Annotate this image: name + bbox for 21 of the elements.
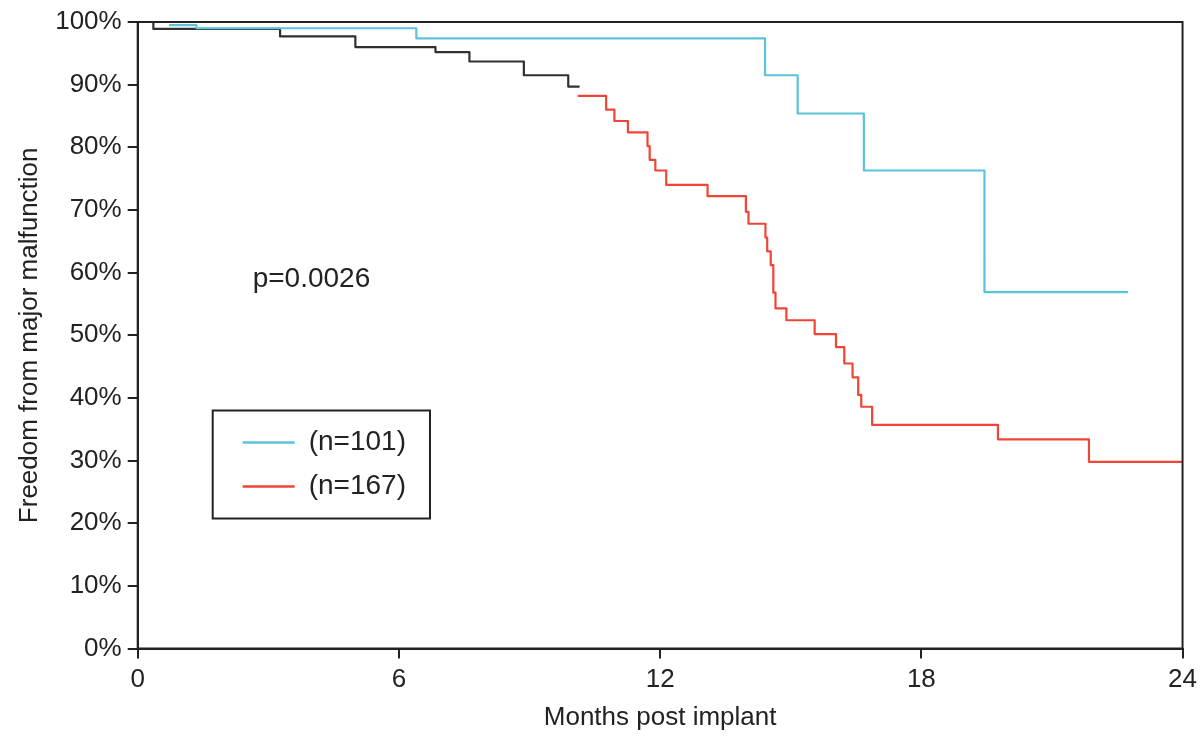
y-tick-label: 30%	[69, 443, 122, 474]
x-tick-label: 24	[1168, 663, 1197, 694]
annotation: p=0.0026	[252, 261, 371, 293]
y-tick-label: 90%	[69, 67, 122, 98]
y-tick-label: 50%	[69, 318, 122, 349]
legend-label: (n=101)	[308, 425, 406, 457]
x-axis-title: Months post implant	[543, 700, 778, 731]
y-tick-label: 80%	[69, 130, 122, 161]
x-tick-label: 18	[906, 663, 936, 694]
x-tick-label: 0	[130, 663, 145, 694]
legend-label: (n=167)	[308, 469, 406, 501]
x-tick-label: 12	[645, 663, 675, 694]
y-tick-label: 40%	[69, 381, 122, 412]
y-tick-label: 60%	[69, 255, 122, 286]
x-tick-label: 6	[391, 663, 407, 694]
y-tick-label: 10%	[69, 569, 122, 600]
y-tick-label: 100%	[55, 5, 122, 36]
y-tick-label: 20%	[69, 506, 122, 537]
y-tick-label: 70%	[69, 193, 122, 224]
y-axis-title: Freedom from major malfunction	[12, 147, 43, 524]
y-tick-label: 0%	[84, 631, 122, 662]
